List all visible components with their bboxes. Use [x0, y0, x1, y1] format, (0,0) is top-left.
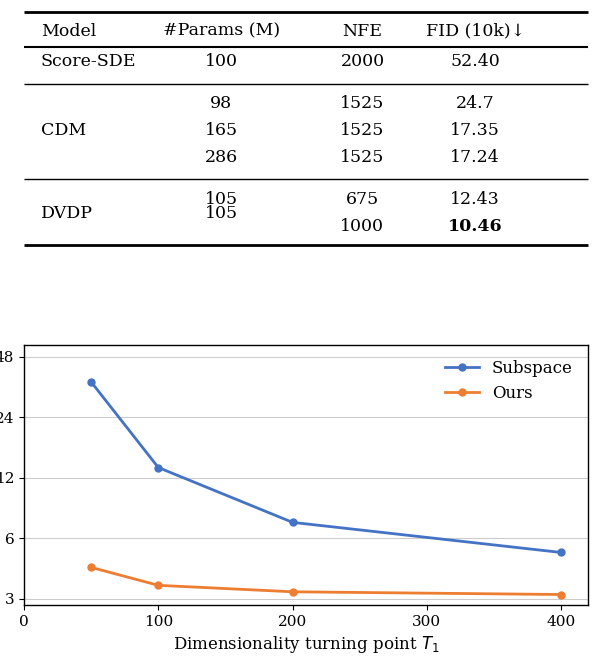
Text: Model: Model	[41, 23, 96, 40]
Text: 1525: 1525	[340, 122, 385, 139]
Line: Subspace: Subspace	[88, 378, 565, 556]
Text: 98: 98	[211, 95, 232, 112]
Text: 24.7: 24.7	[456, 95, 494, 112]
Text: #Params (M): #Params (M)	[163, 23, 280, 40]
Ours	[88, 563, 95, 571]
Text: 17.24: 17.24	[451, 149, 500, 167]
Ours	[289, 588, 296, 596]
Ours	[155, 581, 162, 589]
X-axis label: Dimensionality turning point $T_1$: Dimensionality turning point $T_1$	[173, 634, 439, 655]
Text: 1525: 1525	[340, 95, 385, 112]
Text: 286: 286	[205, 149, 238, 167]
Subspace	[289, 518, 296, 526]
Text: 105: 105	[205, 205, 238, 222]
Text: 2000: 2000	[340, 53, 385, 70]
Subspace	[88, 378, 95, 386]
Text: CDM: CDM	[41, 122, 86, 139]
Ours	[557, 591, 565, 599]
Text: 10.46: 10.46	[448, 218, 503, 235]
Text: NFE: NFE	[343, 23, 382, 40]
Legend: Subspace, Ours: Subspace, Ours	[439, 353, 580, 409]
Text: 105: 105	[205, 191, 238, 208]
Text: 52.40: 52.40	[451, 53, 500, 70]
Text: Score-SDE: Score-SDE	[41, 53, 136, 70]
Text: 1000: 1000	[340, 218, 385, 235]
Line: Ours: Ours	[88, 564, 565, 598]
Text: DVDP: DVDP	[41, 205, 93, 222]
Subspace	[557, 548, 565, 556]
Text: 675: 675	[346, 191, 379, 208]
Text: 17.35: 17.35	[450, 122, 500, 139]
Text: FID (10k)↓: FID (10k)↓	[425, 23, 525, 40]
Text: 100: 100	[205, 53, 238, 70]
Text: 1525: 1525	[340, 149, 385, 167]
Subspace	[155, 464, 162, 472]
Text: 165: 165	[205, 122, 238, 139]
Text: 12.43: 12.43	[451, 191, 500, 208]
